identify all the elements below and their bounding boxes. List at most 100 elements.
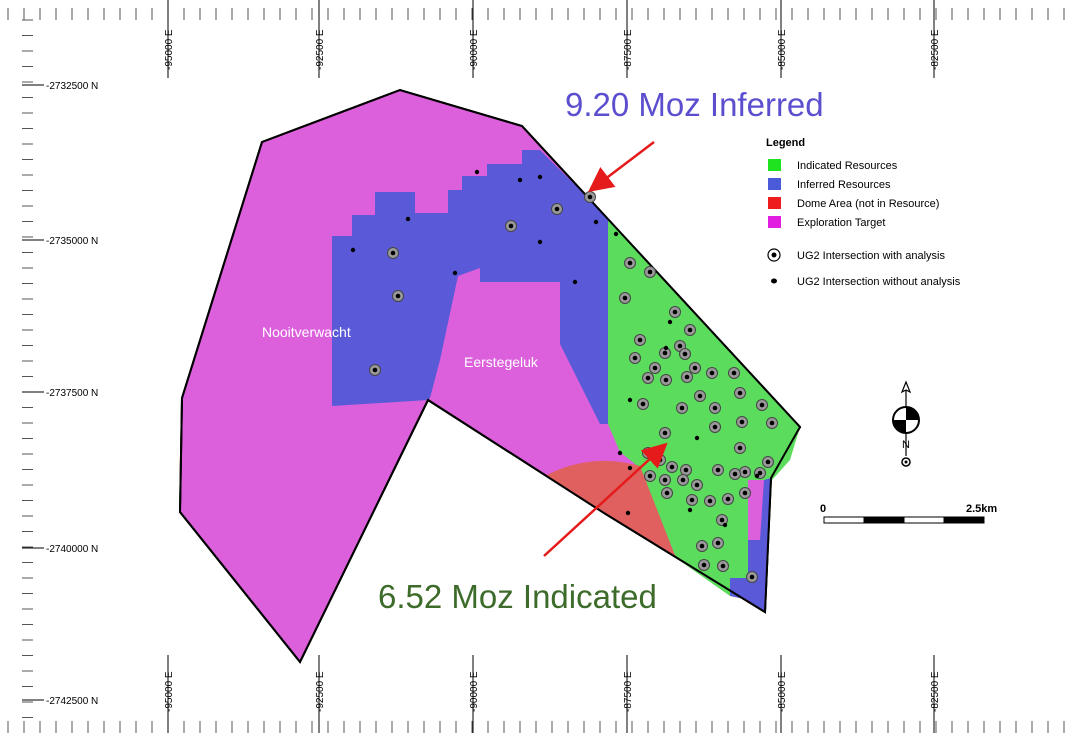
drillhole-with-analysis-icon <box>669 306 681 318</box>
indicated-resources-area <box>608 218 800 596</box>
legend-swatch <box>768 216 781 228</box>
legend-symbol-label: UG2 Intersection without analysis <box>797 276 961 288</box>
drillhole-with-analysis-icon <box>706 367 718 379</box>
easting-label-bottom: -92500 E <box>315 671 326 712</box>
drillhole-with-analysis-icon <box>712 537 724 549</box>
indicated-callout-text: 6.52 Moz Indicated <box>378 578 657 615</box>
easting-label-top: -90000 E <box>469 29 480 70</box>
drillhole-with-analysis-icon <box>505 220 517 232</box>
drillhole-without-analysis-icon <box>625 510 631 516</box>
drillhole-without-analysis-icon <box>694 435 700 441</box>
drillhole-with-analysis-icon <box>704 495 716 507</box>
drillhole-without-analysis-icon <box>474 169 480 175</box>
drillhole-with-analysis-icon <box>660 374 672 386</box>
drillhole-with-analysis-icon <box>766 417 778 429</box>
drillhole-with-analysis-icon <box>698 559 710 571</box>
legend-symbol-label: UG2 Intersection with analysis <box>797 250 945 262</box>
northing-labels: -2732500 N -2735000 N -2737500 N -2740000 N… <box>22 81 98 707</box>
drillhole-without-analysis-icon <box>593 219 599 225</box>
indicated-callout-arrow <box>543 442 668 557</box>
drillhole-with-analysis-icon <box>659 347 671 359</box>
drillhole-with-analysis-icon <box>696 540 708 552</box>
northing-label: -2737500 N <box>46 388 98 399</box>
easting-label-top: -87500 E <box>623 29 634 70</box>
drillhole-with-analysis-icon <box>756 399 768 411</box>
drillhole-without-analysis-icon <box>517 177 523 183</box>
drillhole-with-analysis-icon <box>637 398 649 410</box>
drillhole-with-analysis-icon <box>661 487 673 499</box>
drillhole-with-analysis-icon <box>392 290 404 302</box>
drillhole-without-analysis-icon <box>405 216 411 222</box>
map-frame-ticks <box>7 8 1065 733</box>
drillhole-without-analysis-icon <box>627 465 633 471</box>
legend-item-label: Dome Area (not in Resource) <box>797 198 939 210</box>
drillhole-with-analysis-icon <box>679 348 691 360</box>
drillhole-with-analysis-icon <box>762 456 774 468</box>
drillhole-with-analysis-icon <box>676 402 688 414</box>
northing-label: -2735000 N <box>46 236 98 247</box>
inferred-resources-area <box>332 150 624 424</box>
drillhole-with-analysis-icon <box>684 324 696 336</box>
drillhole-with-analysis-icon <box>654 454 666 466</box>
drillhole-with-analysis-icon <box>689 362 701 374</box>
area-label-eerstegeluk: Eerstegeluk <box>464 354 539 370</box>
drillhole-with-analysis-icon <box>739 466 751 478</box>
inferred-callout-arrow <box>588 141 655 193</box>
northing-label: -2742500 N <box>46 696 98 707</box>
drillhole-with-analysis-icon <box>709 402 721 414</box>
dome-area <box>545 460 676 558</box>
drillhole-without-analysis-icon <box>722 522 728 528</box>
drillhole-with-analysis-icon <box>624 257 636 269</box>
drillhole-without-analysis-icon <box>350 247 356 253</box>
drillhole-with-analysis-icon <box>387 247 399 259</box>
legend: Legend Indicated Resources Inferred Resou… <box>766 137 961 288</box>
legend-item-label: Exploration Target <box>797 217 885 229</box>
easting-label-bottom: -90000 E <box>469 671 480 712</box>
drillhole-with-analysis-icon <box>716 514 728 526</box>
drillhole-without-analysis-icon <box>537 239 543 245</box>
northing-label: -2740000 N <box>46 544 98 555</box>
drillhole-with-analysis-icon <box>717 560 729 572</box>
inferred-callout-text: 9.20 Moz Inferred <box>565 86 824 123</box>
drillhole-without-analysis-icon <box>572 279 578 285</box>
drillhole-with-analysis-icon <box>729 468 741 480</box>
drillhole-with-analysis-icon <box>634 334 646 346</box>
easting-label-top: -92500 E <box>315 29 326 70</box>
easting-label-top: -82500 E <box>930 29 941 70</box>
drillhole-with-analysis-icon <box>644 470 656 482</box>
drillhole-with-analysis-icon <box>736 416 748 428</box>
drillhole-with-analysis-icon <box>659 474 671 486</box>
scale-bar: 0 2.5km <box>820 503 997 524</box>
drillhole-with-analysis-icon <box>694 390 706 402</box>
scale-end-label: 2.5km <box>966 503 997 515</box>
property-boundary <box>178 88 802 664</box>
drillhole-without-analysis-icon <box>613 231 619 237</box>
drillhole-with-analysis-icon <box>677 474 689 486</box>
drillhole-with-analysis-icon <box>666 461 678 473</box>
drillhole-without-analysis-icon <box>617 450 623 456</box>
legend-title: Legend <box>766 137 805 149</box>
easting-label-top: -85000 E <box>777 29 788 70</box>
drillhole-without-analysis-icon <box>452 270 458 276</box>
easting-label-bottom: -87500 E <box>623 671 634 712</box>
drillhole-without-analysis-icon <box>663 345 669 351</box>
inferred-resources-lower-area <box>730 478 771 612</box>
drillhole-with-analysis-icon <box>619 292 631 304</box>
easting-label-bottom: -95000 E <box>164 671 175 712</box>
legend-item-label: Inferred Resources <box>797 179 891 191</box>
drillhole-with-analysis-icon <box>746 571 758 583</box>
legend-swatch <box>768 178 781 190</box>
drillhole-with-analysis-icon <box>680 464 692 476</box>
legend-item-label: Indicated Resources <box>797 160 898 172</box>
drillhole-with-analysis-icon <box>369 364 381 376</box>
drillhole-with-analysis-icon <box>644 266 656 278</box>
drillhole-without-analysis-icon <box>687 507 693 513</box>
north-arrow-icon: N <box>892 380 920 467</box>
drillhole-without-analysis-icon <box>754 473 760 479</box>
drillhole-with-analysis-icon <box>629 352 641 364</box>
drillhole-without-analysis-icon <box>667 319 673 325</box>
area-label-nooitverwacht: Nooitverwacht <box>262 324 351 340</box>
drillhole-without-analysis-icon <box>537 174 543 180</box>
drillhole-with-analysis-icon <box>734 387 746 399</box>
